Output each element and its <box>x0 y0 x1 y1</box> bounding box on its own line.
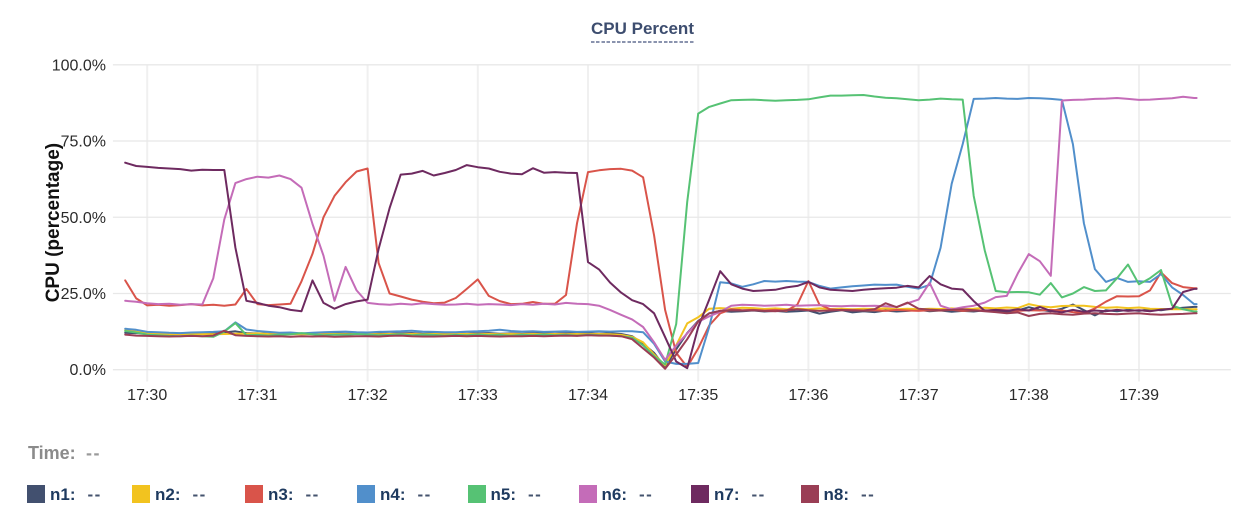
svg-text:17:35: 17:35 <box>678 387 718 404</box>
svg-text:17:39: 17:39 <box>1119 387 1159 404</box>
svg-text:50.0%: 50.0% <box>61 210 106 227</box>
svg-text:17:36: 17:36 <box>788 387 828 404</box>
svg-text:100.0%: 100.0% <box>52 57 106 74</box>
svg-text:0.0%: 0.0% <box>70 362 106 379</box>
svg-text:17:30: 17:30 <box>127 387 167 404</box>
svg-text:17:32: 17:32 <box>348 387 388 404</box>
svg-text:75.0%: 75.0% <box>61 134 106 151</box>
svg-text:17:31: 17:31 <box>237 387 277 404</box>
svg-text:17:33: 17:33 <box>458 387 498 404</box>
svg-text:17:38: 17:38 <box>1009 387 1049 404</box>
svg-text:CPU (percentage): CPU (percentage) <box>43 143 64 302</box>
svg-text:25.0%: 25.0% <box>61 286 106 303</box>
svg-text:17:34: 17:34 <box>568 387 608 404</box>
svg-text:17:37: 17:37 <box>899 387 939 404</box>
